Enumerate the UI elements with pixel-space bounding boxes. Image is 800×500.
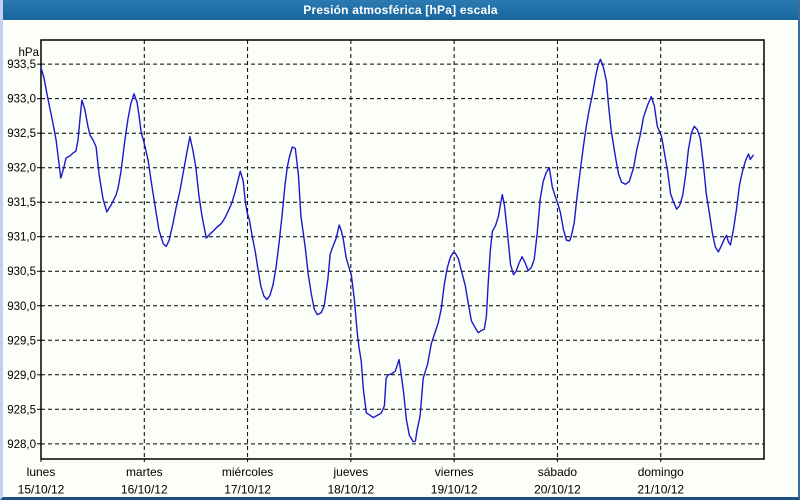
y-tick-label: 928,0: [7, 439, 36, 451]
x-day-label: martes: [126, 465, 163, 479]
x-date-label: 19/10/12: [431, 483, 478, 497]
y-axis-unit-label: hPa: [19, 47, 40, 59]
x-day-label: viernes: [435, 465, 474, 479]
y-tick-label: 928,5: [7, 404, 36, 416]
x-date-label: 15/10/12: [18, 483, 65, 497]
x-day-label: domingo: [638, 465, 684, 479]
y-tick-label: 929,5: [7, 335, 36, 347]
plot-frame: [40, 39, 765, 460]
y-tick-label: 931,5: [7, 197, 36, 209]
x-date-label: 16/10/12: [121, 483, 168, 497]
x-date-label: 21/10/12: [637, 483, 684, 497]
y-tick-label: 932,0: [7, 163, 36, 175]
y-tick-label: 933,0: [7, 94, 36, 106]
x-day-label: miércoles: [222, 465, 273, 479]
x-day-label: sábado: [538, 465, 578, 479]
x-day-label: jueves: [333, 465, 369, 479]
pressure-chart: 933,5 933,0 932,5 932,0 931,5 931,0 930,5 930,0…: [7, 39, 765, 497]
x-day-label: lunes: [27, 465, 56, 479]
window-title-bar: Presión atmosférica [hPa] escala: [3, 0, 798, 20]
y-tick-label: 933,5: [7, 59, 36, 71]
y-tick-label: 931,0: [7, 232, 36, 244]
y-tick-label: 929,0: [7, 370, 36, 382]
window-title: Presión atmosférica [hPa] escala: [303, 3, 498, 17]
x-date-label: 20/10/12: [534, 483, 581, 497]
y-tick-label: 932,5: [7, 128, 36, 140]
y-tick-label: 930,0: [7, 301, 36, 313]
pressure-series-line: [40, 58, 754, 443]
x-date-label: 17/10/12: [224, 483, 271, 497]
y-tick-label: 930,5: [7, 266, 36, 278]
x-date-label: 18/10/12: [327, 483, 374, 497]
